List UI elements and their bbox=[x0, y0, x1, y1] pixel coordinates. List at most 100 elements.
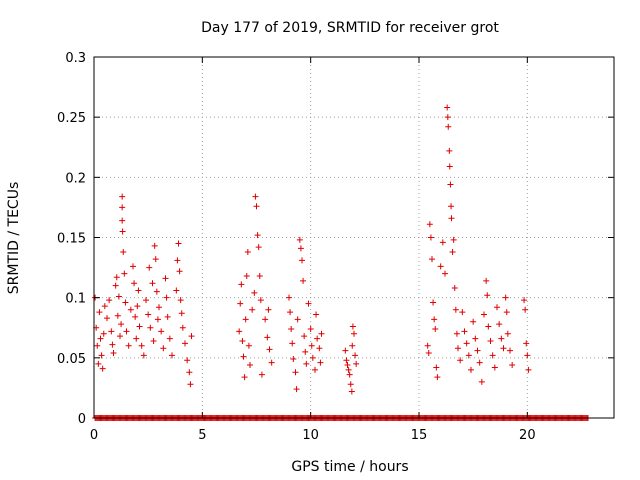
data-point bbox=[254, 232, 261, 239]
data-point bbox=[243, 273, 250, 280]
data-point bbox=[468, 366, 474, 373]
data-point bbox=[525, 366, 532, 373]
data-point bbox=[434, 374, 441, 381]
data-point bbox=[307, 325, 314, 332]
data-point bbox=[429, 256, 435, 263]
data-point bbox=[305, 300, 312, 307]
data-point bbox=[353, 360, 360, 367]
data-point bbox=[452, 306, 459, 313]
x-axis-label: GPS time / hours bbox=[291, 459, 408, 475]
data-point bbox=[160, 345, 167, 352]
data-point bbox=[450, 236, 457, 243]
data-point bbox=[301, 333, 308, 340]
y-tick-label: 0.15 bbox=[57, 232, 86, 247]
data-point bbox=[446, 147, 453, 154]
data-point bbox=[299, 257, 305, 264]
data-point bbox=[163, 294, 170, 301]
data-point bbox=[176, 268, 183, 275]
data-point bbox=[292, 369, 299, 376]
data-point bbox=[345, 366, 352, 373]
data-point bbox=[485, 323, 492, 330]
data-point bbox=[118, 321, 125, 328]
data-point bbox=[114, 312, 121, 319]
data-point bbox=[461, 328, 468, 335]
data-point bbox=[343, 357, 350, 364]
data-point bbox=[465, 352, 472, 359]
data-point bbox=[459, 309, 466, 316]
data-point bbox=[106, 297, 113, 304]
data-point bbox=[287, 309, 294, 316]
data-point bbox=[169, 352, 175, 359]
data-point bbox=[104, 315, 110, 322]
data-point bbox=[135, 287, 142, 294]
data-point bbox=[302, 348, 309, 355]
data-point bbox=[498, 335, 505, 342]
data-point bbox=[347, 381, 354, 388]
data-point bbox=[112, 282, 119, 289]
data-point bbox=[166, 335, 173, 342]
data-point bbox=[457, 357, 464, 364]
data-point bbox=[252, 193, 259, 200]
data-point bbox=[474, 347, 481, 354]
data-point bbox=[97, 335, 104, 342]
data-point bbox=[478, 378, 485, 385]
y-axis-label: SRMTID / TECUs bbox=[6, 182, 22, 295]
data-point bbox=[127, 306, 134, 313]
data-point bbox=[175, 240, 182, 247]
data-point bbox=[99, 365, 106, 372]
data-point bbox=[425, 350, 432, 357]
data-point bbox=[134, 303, 141, 310]
data-point bbox=[251, 289, 258, 296]
data-point bbox=[177, 297, 184, 304]
chart-title: Day 177 of 2019, SRMTID for receiver gro… bbox=[201, 20, 499, 36]
data-point bbox=[297, 245, 304, 252]
data-point bbox=[156, 304, 162, 311]
data-point bbox=[453, 330, 460, 337]
data-point bbox=[430, 299, 437, 306]
data-point bbox=[472, 335, 479, 342]
data-point bbox=[256, 273, 263, 280]
data-point bbox=[426, 221, 433, 228]
data-point bbox=[449, 248, 456, 255]
axis-ticks: 0 0.05 0.1 0.15 0.2 0.25 0.3 0 5 10 15 20 bbox=[57, 51, 614, 443]
data-point bbox=[245, 342, 252, 349]
data-point bbox=[444, 104, 451, 111]
data-point bbox=[448, 215, 455, 222]
data-point bbox=[455, 345, 461, 352]
data-point bbox=[133, 335, 140, 342]
data-point bbox=[151, 242, 158, 249]
data-point bbox=[237, 300, 244, 307]
data-point bbox=[119, 193, 126, 200]
data-point bbox=[154, 316, 161, 323]
data-point bbox=[288, 325, 295, 332]
data-point bbox=[500, 345, 507, 352]
data-point bbox=[266, 346, 273, 353]
data-points bbox=[92, 104, 591, 421]
data-point bbox=[432, 325, 439, 332]
data-point bbox=[150, 337, 157, 344]
data-point bbox=[463, 340, 470, 347]
data-point bbox=[286, 294, 292, 301]
data-point bbox=[98, 352, 105, 359]
data-point bbox=[119, 204, 126, 211]
data-point bbox=[108, 328, 115, 335]
data-point bbox=[524, 352, 531, 359]
y-tick-label: 0.1 bbox=[65, 292, 86, 307]
data-point bbox=[164, 313, 171, 320]
data-point bbox=[130, 263, 136, 270]
data-point bbox=[115, 293, 122, 300]
data-point bbox=[101, 303, 108, 310]
data-point bbox=[433, 364, 440, 371]
data-point bbox=[149, 280, 156, 287]
data-point bbox=[300, 277, 307, 284]
data-point bbox=[187, 381, 194, 388]
data-point bbox=[424, 342, 431, 349]
data-point bbox=[145, 311, 152, 318]
data-point bbox=[138, 342, 145, 349]
data-point bbox=[268, 359, 275, 366]
data-point bbox=[257, 297, 264, 304]
data-point bbox=[451, 285, 458, 292]
data-point bbox=[262, 316, 269, 323]
data-point bbox=[294, 316, 301, 323]
data-point bbox=[153, 288, 160, 295]
